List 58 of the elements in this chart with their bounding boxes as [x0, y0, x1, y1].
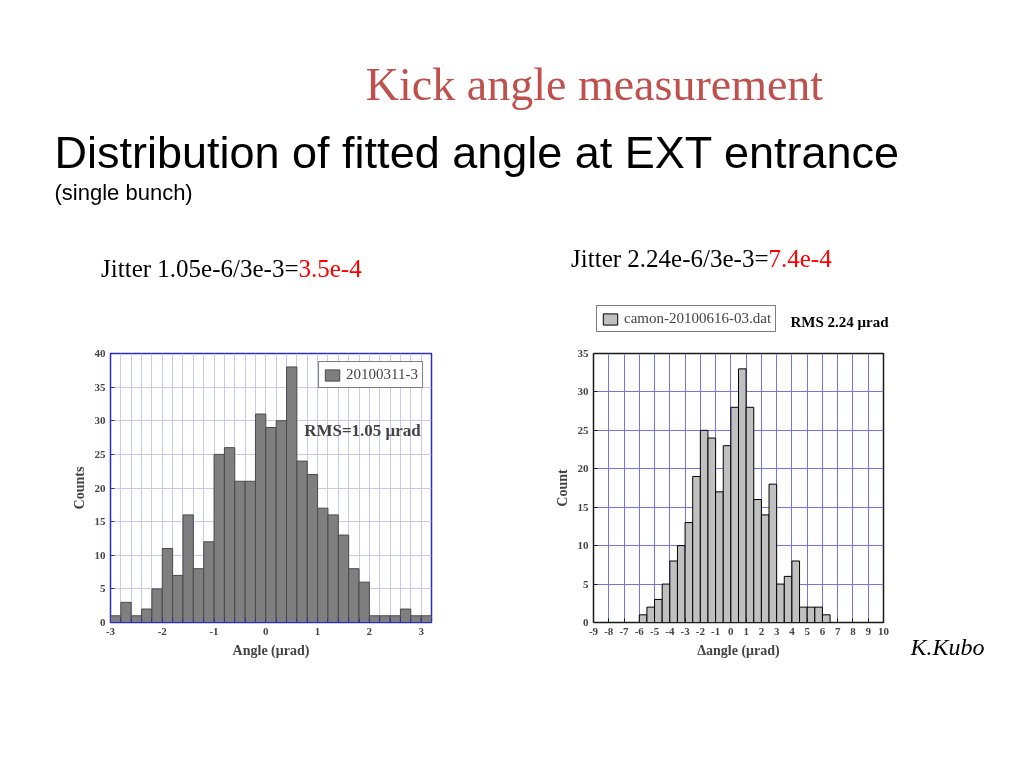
x-tick-label: 3	[418, 624, 425, 637]
y-tick-label: 20	[577, 462, 589, 475]
y-tick-label: 25	[94, 447, 106, 460]
text: Jitter 1.05e-6/3e-3=3.5e-4	[101, 255, 363, 282]
x-tick-label: 9	[865, 624, 872, 637]
x-tick-label: -9	[588, 624, 599, 637]
y-tick-label: 0	[100, 616, 106, 628]
text: Kick angle measurement	[365, 59, 824, 110]
x-tick-label: 2	[758, 624, 765, 637]
y-tick-label: 10	[577, 539, 589, 552]
x-tick-label: -1	[711, 624, 721, 637]
x-tick-label: 2	[366, 624, 373, 637]
x-tick-label: 1	[314, 624, 321, 637]
y-tick-label: 35	[577, 347, 589, 359]
text: RMS 2.24 μrad	[790, 313, 890, 330]
x-tick-label: 10	[878, 624, 890, 637]
text: K.Kubo	[909, 633, 985, 660]
x-tick-label: -3	[680, 624, 691, 637]
x-axis-title: Angle (μrad)	[232, 642, 310, 659]
x-tick-label: 8	[850, 624, 857, 637]
y-tick-label: 25	[577, 423, 589, 436]
x-axis-title: Δangle (μrad)	[697, 642, 781, 659]
x-tick-label: 0	[263, 624, 270, 637]
legend-label: camon-20100616-03.dat	[624, 310, 772, 327]
x-tick-label: 4	[789, 624, 796, 637]
y-tick-label: 0	[583, 616, 589, 628]
y-tick-label: 5	[100, 582, 106, 595]
y-tick-label: 15	[94, 515, 106, 528]
annotation: RMS=1.05 μrad	[304, 420, 422, 440]
x-tick-label: -3	[105, 624, 116, 637]
text: Jitter 2.24e-6/3e-3=7.4e-4	[571, 245, 833, 272]
chart-subtitle: Distribution of fitted angle at EXT entrance	[54, 127, 900, 178]
y-axis-title: Counts	[71, 466, 87, 510]
y-tick-label: 15	[577, 500, 589, 513]
legend-label: 20100311-3	[346, 366, 418, 383]
x-tick-label: 1	[743, 624, 749, 637]
x-tick-label: -6	[634, 624, 645, 637]
x-tick-label: 6	[819, 624, 826, 637]
x-tick-label: -2	[157, 624, 168, 637]
y-tick-label: 10	[94, 548, 106, 561]
x-tick-label: -4	[665, 624, 675, 637]
y-tick-label: 35	[94, 380, 106, 393]
y-axis-title: Count	[554, 468, 570, 507]
x-tick-label: -2	[695, 624, 706, 637]
x-tick-label: -5	[649, 624, 660, 637]
text: (single bunch)	[54, 180, 193, 205]
x-tick-label: -1	[209, 624, 219, 637]
y-tick-label: 30	[94, 414, 106, 427]
y-tick-label: 30	[577, 385, 589, 398]
x-tick-label: -7	[619, 624, 630, 637]
x-tick-label: 3	[773, 624, 780, 637]
y-tick-label: 40	[94, 347, 106, 359]
x-tick-label: 0	[728, 624, 735, 637]
x-tick-label: 7	[834, 624, 841, 637]
y-tick-label: 5	[583, 577, 589, 590]
x-tick-label: -8	[604, 624, 614, 637]
x-tick-label: 5	[804, 624, 811, 637]
y-tick-label: 20	[94, 481, 106, 494]
